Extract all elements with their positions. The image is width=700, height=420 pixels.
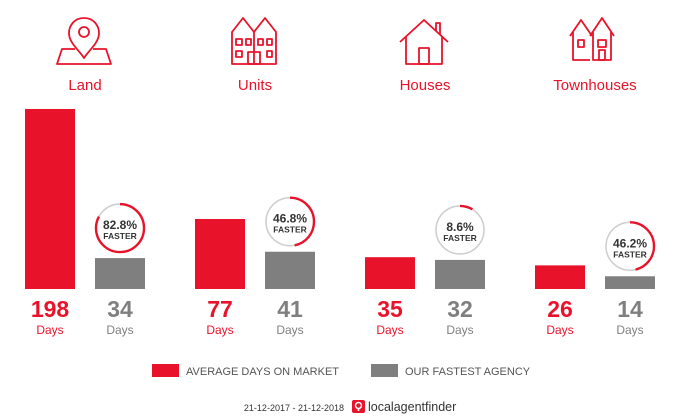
unit-label-average: Days [206, 323, 233, 337]
legend: AVERAGE DAYS ON MARKET OUR FASTEST AGENC… [152, 364, 531, 378]
faster-percent: 46.8% [273, 212, 307, 226]
faster-percent: 46.2% [613, 236, 647, 250]
bar-agency-days [435, 259, 485, 289]
category-labels: Land Units Houses Townhouses [68, 77, 636, 94]
brand-logo-icon [352, 400, 365, 413]
townhouse-icon [569, 17, 615, 61]
footer: 21-12-2017 - 21-12-2018 localagentfinder [244, 400, 456, 414]
category-label: Land [68, 77, 101, 94]
value-agency-days: 14 [617, 296, 643, 322]
value-average-days: 35 [377, 296, 403, 322]
bar-average-days [25, 109, 75, 289]
unit-label-agency: Days [276, 323, 303, 337]
unit-label-average: Days [546, 323, 573, 337]
value-average-days: 26 [547, 296, 573, 322]
value-average-days: 198 [31, 296, 70, 322]
brand-name: localagentfinder [368, 400, 456, 414]
faster-ring-progress [94, 202, 146, 254]
legend-label-average: AVERAGE DAYS ON MARKET [186, 366, 339, 378]
brand-name-part1: localagent [368, 400, 426, 414]
bar-agency-days [265, 251, 315, 289]
faster-ring-progress [604, 221, 656, 272]
unit-label-agency: Days [616, 323, 643, 337]
faster-ring-progress [264, 196, 316, 247]
faster-percent: 8.6% [446, 220, 474, 234]
faster-ring-progress [434, 204, 486, 256]
faster-percent: 82.8% [103, 218, 137, 232]
bar-average-days [195, 219, 245, 289]
value-agency-days: 32 [447, 296, 473, 322]
faster-label: FASTER [273, 225, 307, 235]
category-label: Units [238, 77, 272, 94]
bar-agency-days [95, 258, 145, 289]
unit-label-agency: Days [446, 323, 473, 337]
map-pin-icon [56, 17, 112, 65]
category-label: Houses [400, 77, 451, 94]
category-icons [56, 17, 615, 65]
brand-logo: localagentfinder [352, 400, 456, 414]
bar-average-days [365, 257, 415, 289]
date-range: 21-12-2017 - 21-12-2018 [244, 403, 344, 413]
value-agency-days: 34 [107, 296, 133, 322]
unit-label-average: Days [376, 323, 403, 337]
legend-swatch-agency [371, 364, 398, 377]
unit-label-average: Days [36, 323, 63, 337]
unit-label-agency: Days [106, 323, 133, 337]
value-labels: 198Days34Days77Days41Days35Days32Days26D… [31, 296, 644, 337]
faster-label: FASTER [613, 249, 647, 259]
apartment-icon [231, 17, 277, 65]
category-label: Townhouses [553, 77, 636, 94]
value-agency-days: 41 [277, 296, 303, 322]
bar-agency-days [605, 276, 655, 289]
faster-label: FASTER [443, 233, 477, 243]
faster-label: FASTER [103, 231, 137, 241]
house-icon [399, 19, 449, 65]
legend-swatch-average [152, 364, 179, 377]
bars [25, 109, 655, 289]
value-average-days: 77 [207, 296, 233, 322]
brand-name-part2: finder [425, 400, 456, 414]
bar-average-days [535, 265, 585, 289]
legend-label-agency: OUR FASTEST AGENCY [405, 366, 531, 378]
